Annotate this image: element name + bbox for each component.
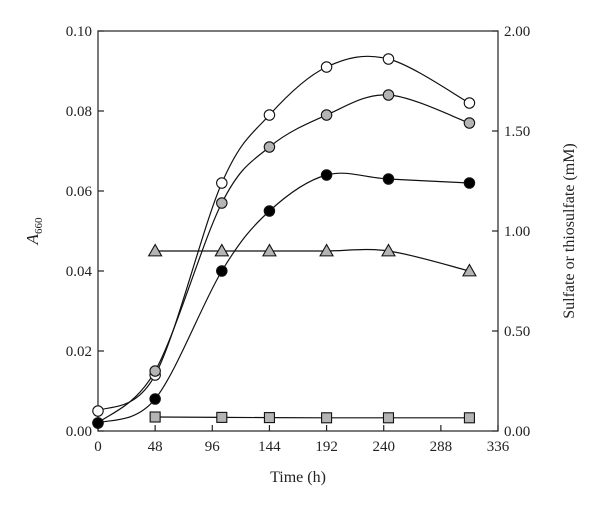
series-3-point bbox=[216, 265, 228, 277]
series-markers bbox=[92, 53, 477, 429]
left-y-axis-title-main: A bbox=[23, 233, 42, 245]
right-y-tick-label: 2.00 bbox=[504, 24, 530, 40]
series-1-point bbox=[92, 405, 104, 417]
series-4-point bbox=[319, 243, 335, 257]
x-tick-label: 144 bbox=[258, 439, 281, 455]
series-2-point bbox=[263, 141, 276, 153]
series-2-point bbox=[382, 89, 395, 101]
right-y-tick-label: 1.50 bbox=[504, 124, 530, 140]
series-5-point bbox=[463, 412, 475, 424]
series-3-point bbox=[149, 393, 161, 405]
right-y-tick-label: 0.50 bbox=[504, 324, 530, 340]
series-5-point bbox=[149, 411, 161, 423]
right-y-tick-label: 0.00 bbox=[504, 424, 530, 440]
series-4-point bbox=[147, 243, 163, 257]
series-3-point bbox=[463, 177, 476, 189]
series-2-point bbox=[216, 197, 228, 209]
left-y-axis-title: A660 bbox=[23, 217, 45, 245]
series-2-point bbox=[320, 109, 333, 121]
series-1-point bbox=[216, 177, 228, 189]
series-3-point bbox=[382, 173, 395, 185]
left-y-tick-label: 0.06 bbox=[66, 184, 93, 200]
series-1-point bbox=[320, 61, 333, 73]
x-tick-label: 240 bbox=[372, 439, 395, 455]
series-3-line bbox=[97, 172, 470, 424]
series-4-point bbox=[461, 263, 477, 277]
series-5-point bbox=[382, 412, 395, 424]
x-axis: 0 48 96 144 192 240 288 336 bbox=[94, 425, 510, 455]
series-2-point bbox=[463, 117, 476, 129]
right-y-axis-title: Sulfate or thiosulfate (mM) bbox=[561, 143, 578, 319]
x-tick-label: 192 bbox=[315, 439, 338, 455]
series-4-line bbox=[155, 248, 470, 272]
series-4-point bbox=[214, 243, 230, 257]
series-3-point bbox=[92, 417, 104, 429]
x-tick-label: 288 bbox=[430, 439, 453, 455]
series-4-point bbox=[261, 243, 277, 257]
series-1-line bbox=[97, 55, 470, 412]
left-y-axis: 0.00 0.02 0.04 0.06 0.08 0.10 bbox=[66, 24, 104, 440]
left-y-tick-label: 0.00 bbox=[66, 424, 92, 440]
x-tick-label: 48 bbox=[148, 439, 163, 455]
left-y-tick-label: 0.04 bbox=[66, 264, 93, 280]
series-2-point bbox=[149, 365, 161, 377]
series-1-point bbox=[463, 97, 476, 109]
right-y-tick-label: 1.00 bbox=[504, 224, 530, 240]
left-y-tick-label: 0.02 bbox=[66, 344, 92, 360]
x-tick-label: 96 bbox=[205, 439, 221, 455]
left-y-axis-title-subscript: 660 bbox=[33, 217, 45, 234]
series-1-point bbox=[263, 109, 276, 121]
x-axis-title: Time (h) bbox=[270, 469, 326, 486]
series-3-point bbox=[263, 205, 276, 217]
left-y-tick-label: 0.08 bbox=[66, 104, 92, 120]
right-y-axis: 0.00 0.50 1.00 1.50 2.00 bbox=[492, 24, 530, 440]
series-5-point bbox=[263, 412, 275, 424]
series-1-point bbox=[382, 53, 395, 65]
x-tick-label: 0 bbox=[94, 439, 102, 455]
series-4-point bbox=[381, 243, 396, 257]
series-5-point bbox=[216, 411, 228, 423]
series-3-point bbox=[320, 169, 333, 181]
x-tick-label: 336 bbox=[487, 439, 510, 455]
left-y-tick-label: 0.10 bbox=[66, 24, 92, 40]
series-5-line bbox=[155, 416, 470, 419]
series-5-point bbox=[321, 412, 333, 424]
